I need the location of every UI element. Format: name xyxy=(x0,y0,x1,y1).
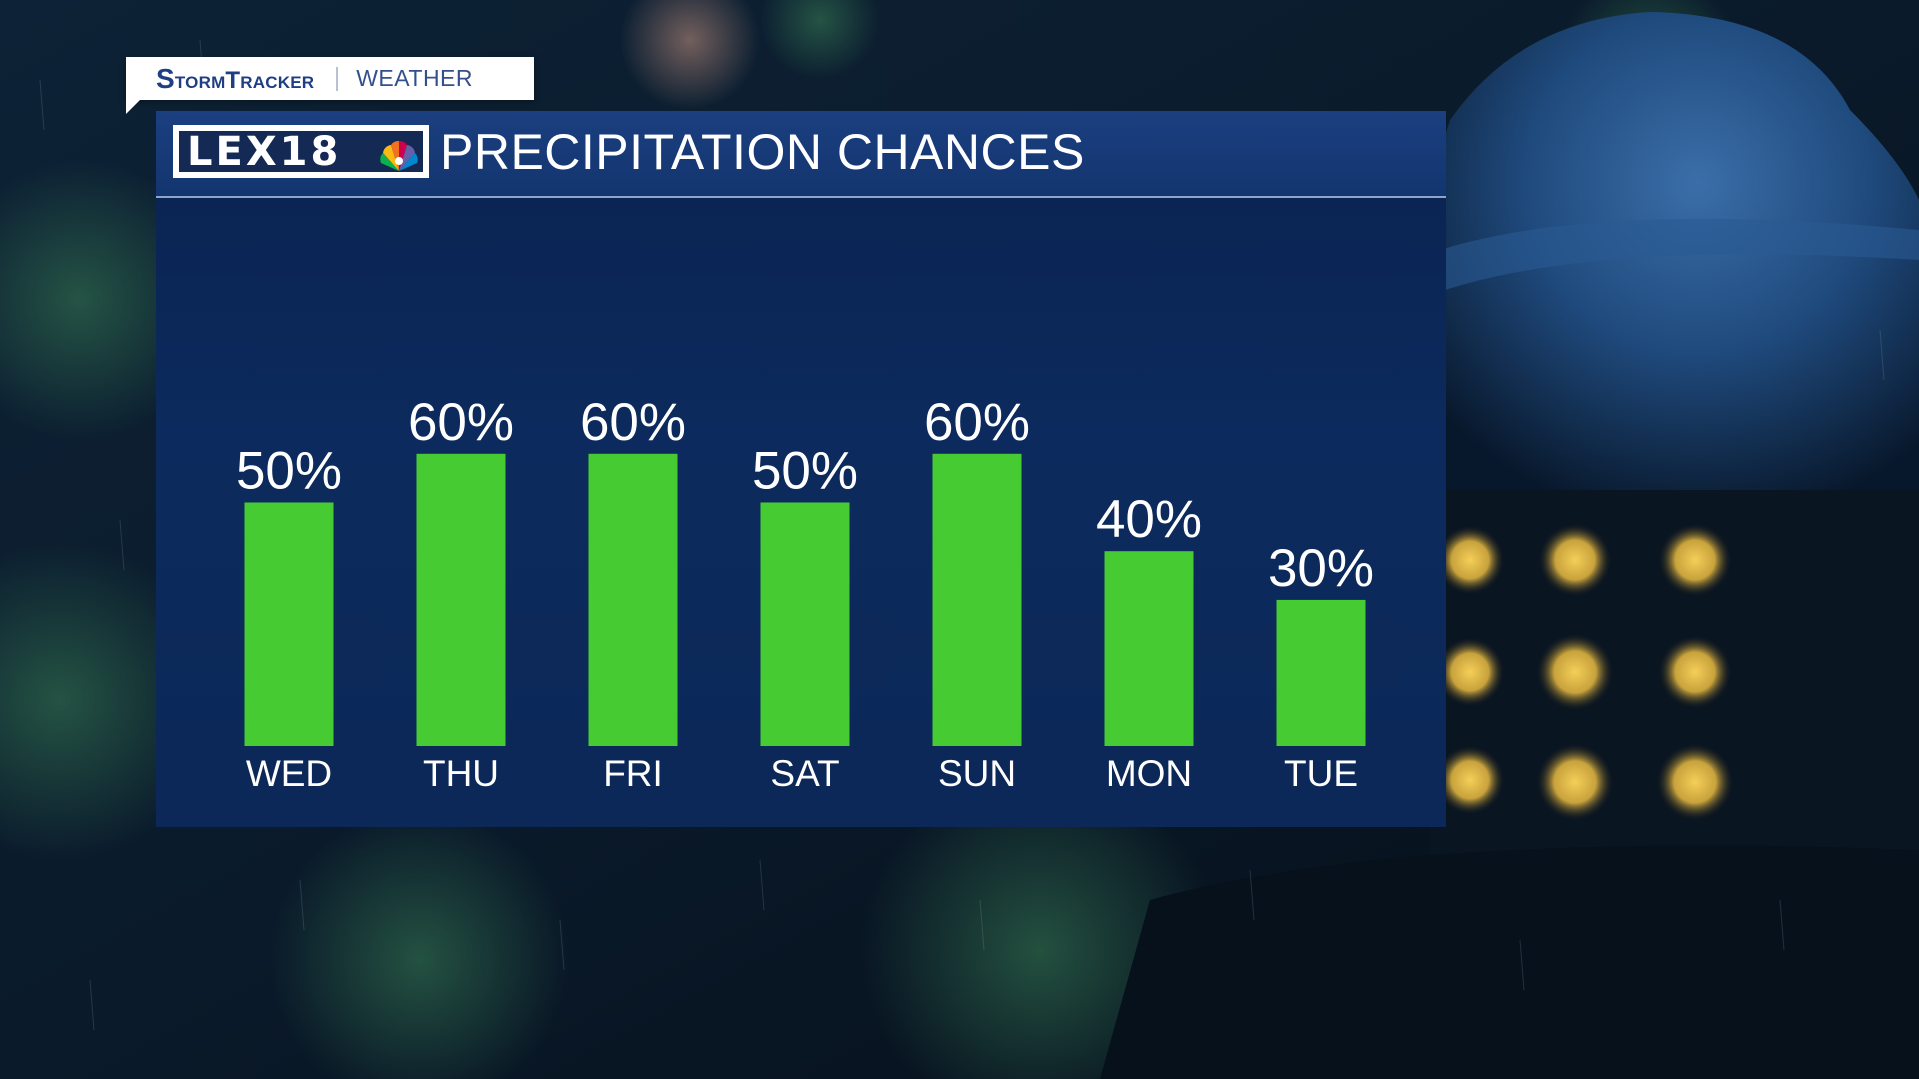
value-label-sat: 50% xyxy=(752,442,858,501)
logo-text: LEX18 xyxy=(187,128,342,175)
value-label-wed: 50% xyxy=(236,442,342,501)
day-label-tue: TUE xyxy=(1284,753,1358,794)
bar-fri xyxy=(588,453,678,746)
chart-panel: LEX18 PRECIPITATION CHANCES 50% 60% 60% 50%… xyxy=(156,111,1446,827)
bar-chart: 50% 60% 60% 50% 60% 40% 30% WED THU FRI SAT SUN MON… xyxy=(236,393,1374,794)
value-label-fri: 60% xyxy=(580,393,686,452)
bar-sat xyxy=(760,502,850,746)
bar-mon xyxy=(1104,551,1194,746)
brand-subtitle: WEATHER xyxy=(356,65,474,91)
day-label-sat: SAT xyxy=(770,753,839,794)
peacock-icon xyxy=(380,140,418,171)
day-label-wed: WED xyxy=(246,753,332,794)
day-label-sun: SUN xyxy=(938,753,1016,794)
station-logo: LEX18 xyxy=(173,125,429,178)
value-label-mon: 40% xyxy=(1096,490,1202,549)
bar-tue xyxy=(1276,599,1366,746)
value-label-sun: 60% xyxy=(924,393,1030,452)
day-label-thu: THU xyxy=(423,753,499,794)
value-label-thu: 60% xyxy=(408,393,514,452)
bar-wed xyxy=(244,502,334,746)
bar-sun xyxy=(932,453,1022,746)
day-label-mon: MON xyxy=(1106,753,1192,794)
brand-name: StormTracker xyxy=(156,62,315,94)
panel-header: LEX18 PRECIPITATION CHANCES xyxy=(156,111,1446,198)
bar-thu xyxy=(416,453,506,746)
brand-divider xyxy=(336,66,339,91)
chart-title: PRECIPITATION CHANCES xyxy=(440,124,1085,180)
brand-tag: StormTracker WEATHER xyxy=(126,57,534,114)
day-label-fri: FRI xyxy=(603,753,663,794)
value-label-tue: 30% xyxy=(1268,539,1374,598)
